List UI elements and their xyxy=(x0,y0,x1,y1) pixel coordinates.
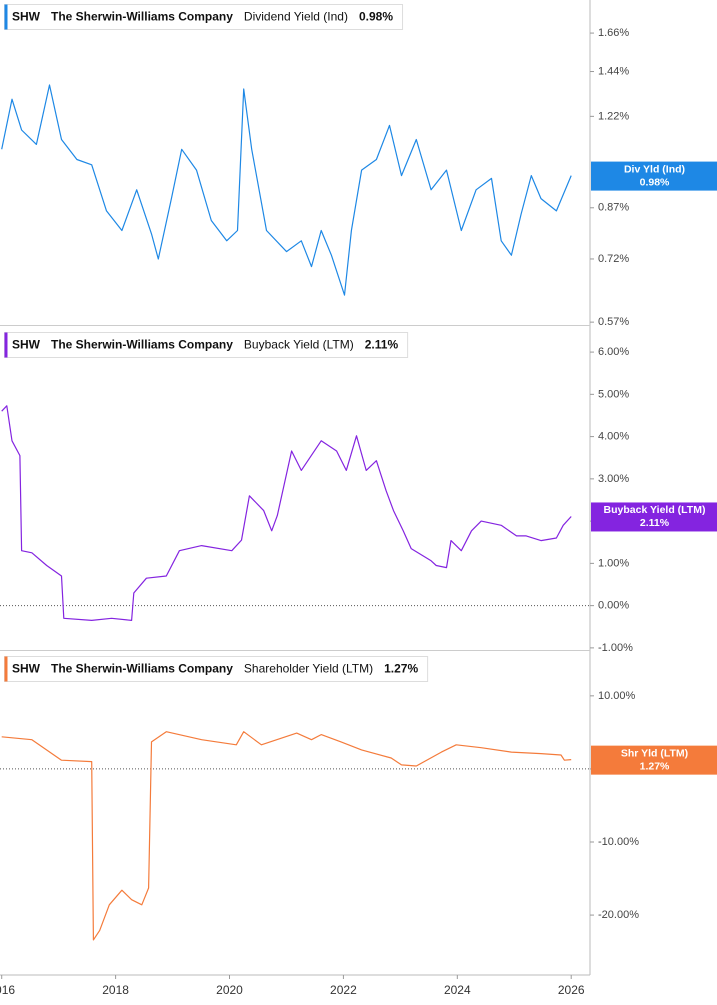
badge-label: Buyback Yield (LTM) xyxy=(604,504,706,516)
legend-ticker: SHW xyxy=(12,662,41,676)
y-tick-label: 0.72% xyxy=(598,253,629,265)
legend-latest: 1.27% xyxy=(384,662,418,676)
badge-value: 2.11% xyxy=(640,517,670,529)
y-tick-label: 3.00% xyxy=(598,473,629,485)
legend-box xyxy=(4,4,404,30)
value-badge xyxy=(591,161,717,191)
legend-ticker: SHW xyxy=(12,338,41,352)
y-tick-label: -10.00% xyxy=(598,836,639,848)
y-tick-label: 5.00% xyxy=(598,388,629,400)
y-tick-label: 0.00% xyxy=(598,600,629,612)
data-line xyxy=(1,731,572,941)
y-tick-label: 1.44% xyxy=(598,65,629,77)
data-line xyxy=(1,84,572,296)
legend-entry: Shareholder Yield (LTM) xyxy=(244,662,373,676)
y-tick-label: -20.00% xyxy=(598,909,639,921)
legend-company: The Sherwin-Williams Company xyxy=(51,10,233,24)
y-tick-label: 6.00% xyxy=(598,346,629,358)
x-tick-label: 2018 xyxy=(102,983,129,997)
x-tick-label: 2016 xyxy=(0,983,15,997)
legend-entry: Buyback Yield (LTM) xyxy=(244,338,354,352)
badge-value: 1.27% xyxy=(640,760,670,772)
legend-entry: Dividend Yield (Ind) xyxy=(244,10,348,24)
y-tick-label: 1.22% xyxy=(598,110,629,122)
legend-latest: 0.98% xyxy=(359,10,393,24)
x-tick-label: 2020 xyxy=(216,983,243,997)
badge-label: Div Yld (Ind) xyxy=(624,163,685,175)
y-tick-label: 4.00% xyxy=(598,431,629,443)
x-tick-label: 2026 xyxy=(558,983,585,997)
badge-value: 0.98% xyxy=(640,176,670,188)
legend-swatch xyxy=(4,332,8,358)
legend-swatch xyxy=(4,656,8,682)
legend-swatch xyxy=(4,4,8,30)
y-tick-label: -1.00% xyxy=(598,642,633,654)
y-tick-label: 1.00% xyxy=(598,557,629,569)
legend-ticker: SHW xyxy=(12,10,41,24)
data-line xyxy=(1,405,572,621)
legend-latest: 2.11% xyxy=(365,338,399,352)
legend-box xyxy=(4,656,429,682)
badge-label: Shr Yld (LTM) xyxy=(621,747,688,759)
x-tick-label: 2022 xyxy=(330,983,357,997)
y-tick-label: 0.87% xyxy=(598,202,629,214)
x-tick-label: 2024 xyxy=(444,983,471,997)
legend-company: The Sherwin-Williams Company xyxy=(51,338,233,352)
legend-company: The Sherwin-Williams Company xyxy=(51,662,233,676)
y-tick-label: 10.00% xyxy=(598,690,636,702)
value-badge xyxy=(591,502,717,532)
y-tick-label: 1.66% xyxy=(598,27,629,39)
value-badge xyxy=(591,745,717,775)
y-tick-label: 0.57% xyxy=(598,316,629,328)
